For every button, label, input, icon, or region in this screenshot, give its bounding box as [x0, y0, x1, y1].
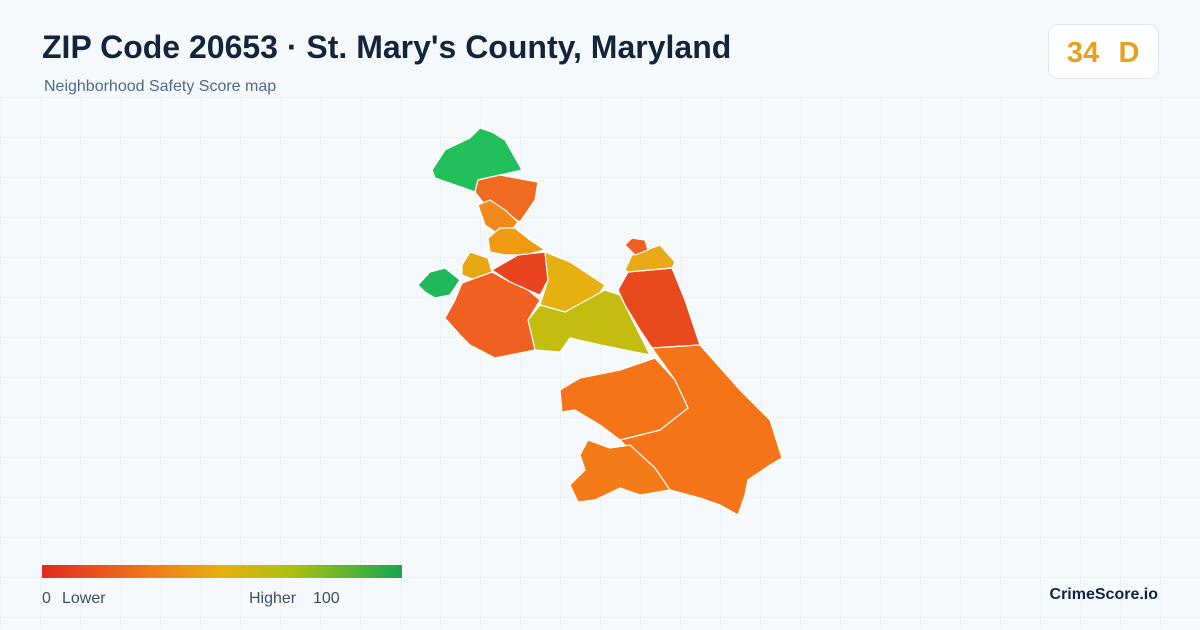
score-value: 34 [1067, 37, 1099, 69]
region [559, 357, 689, 441]
legend-scale [42, 565, 402, 578]
region [624, 237, 649, 256]
region [477, 199, 519, 233]
brand: CrimeScore.io [1050, 586, 1159, 603]
region [569, 439, 671, 503]
score-badge [1048, 24, 1159, 79]
region [431, 127, 523, 193]
score-grade: D [1119, 37, 1140, 69]
legend-max: 100 [313, 590, 340, 607]
region [487, 227, 546, 256]
legend-low-label: Lower [62, 590, 106, 607]
title: ZIP Code 20653 · St. Mary's County, Mary… [42, 29, 731, 65]
legend-high-label: Higher [249, 590, 297, 607]
region [624, 244, 676, 273]
map-grid [0, 97, 1200, 630]
region [417, 267, 461, 299]
region [474, 174, 539, 223]
legend-min: 0 [42, 590, 51, 607]
subtitle: Neighborhood Safety Score map [44, 78, 276, 95]
region [444, 271, 541, 359]
zip-map [417, 127, 783, 516]
